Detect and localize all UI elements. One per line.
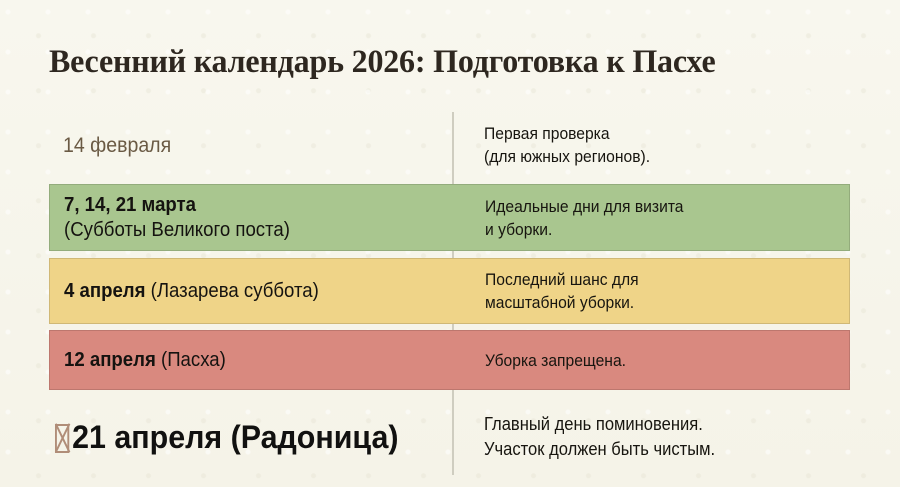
row-note-line: масштабной уборки. [485, 293, 635, 312]
row-note-line: Главный день поминовения. [484, 413, 703, 434]
table-row: 14 февраля Первая проверка (для южных ре… [49, 112, 850, 178]
row-note-line: Последний шанс для [485, 270, 639, 289]
table-row: 7, 14, 21 марта (Субботы Великого поста)… [49, 184, 850, 251]
row-note-line: Идеальные дни для визита [485, 196, 684, 216]
row-note-cell: Последний шанс для масштабной уборки. [453, 268, 849, 314]
row-date-sub: (Радоница) [230, 418, 399, 455]
row-date-main: 21 апреля [72, 418, 223, 455]
table-row: 21 апреля (Радоница) Главный день помино… [49, 398, 850, 475]
row-date-line: 4 апреля (Лазарева суббота) [64, 279, 426, 304]
row-note-line: и уборки. [485, 219, 553, 239]
row-note-line: Участок должен быть чистым. [484, 438, 716, 459]
row-date-main: 14 февраля [63, 133, 172, 157]
row-date-sub: (Лазарева суббота) [150, 279, 319, 302]
row-date-line: 21 апреля (Радоница) [55, 418, 432, 456]
row-date-sub: (Пасха) [160, 348, 226, 371]
row-date-cell: 12 апреля (Пасха) [50, 348, 453, 373]
row-note-line: Первая проверка [484, 124, 610, 143]
row-date-main: 12 апреля [64, 348, 156, 371]
table-row: 12 апреля (Пасха) Уборка запрещена. [49, 330, 850, 390]
row-note-cell: Идеальные дни для визита и уборки. [453, 195, 849, 241]
row-date-spacer [222, 419, 230, 455]
row-date-main-wrap: 7, 14, 21 марта [64, 193, 426, 218]
row-date-main: 7, 14, 21 марта [64, 193, 197, 216]
row-note-cell: Главный день поминовения. Участок должен… [452, 412, 850, 462]
row-note-cell: Уборка запрещена. [453, 349, 849, 372]
row-date-cell: 4 апреля (Лазарева суббота) [50, 279, 453, 304]
row-note-line: (для южных регионов). [484, 147, 651, 166]
missing-glyph-box-icon [55, 423, 70, 453]
row-note-cell: Первая проверка (для южных регионов). [452, 122, 850, 168]
row-date-line: 12 апреля (Пасха) [64, 348, 426, 373]
row-date-cell: 21 апреля (Радоница) [49, 418, 452, 456]
row-date-main: 4 апреля [64, 279, 146, 302]
row-note-line: Уборка запрещена. [485, 350, 626, 370]
row-date-cell: 14 февраля [49, 133, 452, 158]
row-date-cell: 7, 14, 21 марта (Субботы Великого поста) [50, 193, 453, 243]
page-title: Весенний календарь 2026: Подготовка к Па… [49, 44, 716, 80]
row-date-sub: (Субботы Великого поста) [64, 218, 290, 241]
table-row: 4 апреля (Лазарева суббота) Последний ша… [49, 258, 850, 324]
